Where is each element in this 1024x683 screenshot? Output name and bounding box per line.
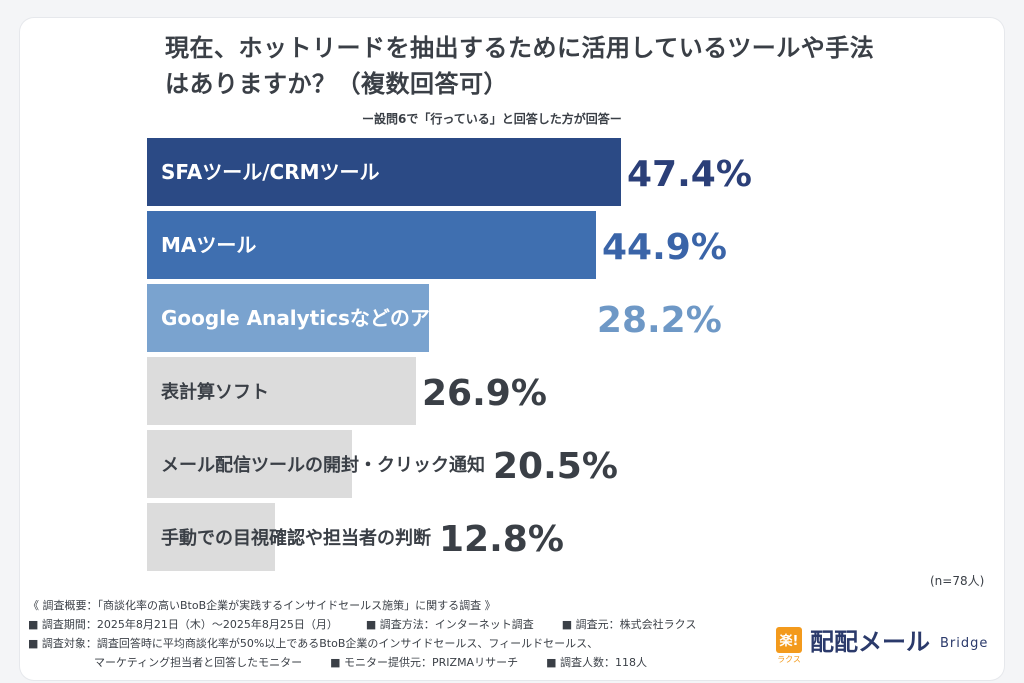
- brand-suffix: Bridge: [940, 636, 989, 651]
- footer-target: ■ 調査対象：調査回答時に平均商談化率が50%以上であるBtoB企業のインサイド…: [28, 637, 599, 650]
- bar-label-2: Google Analyticsなどのアクセス解析ツール: [161, 306, 589, 330]
- footer-period: ■ 調査期間：2025年8月21日（木）〜2025年8月25日（月）: [28, 618, 338, 631]
- bar-label-4: メール配信ツールの開封・クリック通知: [161, 454, 485, 476]
- footer-provider: ■ モニター提供元：PRIZMAリサーチ: [330, 656, 519, 669]
- chart-title: 現在、ホットリードを抽出するために活用しているツールや手法はありますか？（複数回…: [165, 34, 875, 98]
- bar-label-0: SFAツール/CRMツール: [161, 160, 380, 184]
- brand-mark-sub: ラクス: [777, 654, 801, 664]
- bar-label-5: 手動での目視確認や担当者の判断: [161, 527, 431, 549]
- footer-summary: 《 調査概要：「商談化率の高いBtoB企業が実践するインサイドセールス施策」に関…: [28, 599, 496, 612]
- value-label-5: 12.8%: [439, 519, 564, 560]
- bar-label-1: MAツール: [161, 233, 256, 257]
- bar-label-3: 表計算ソフト: [161, 381, 269, 403]
- brand-mark-icon: 楽!: [776, 626, 802, 653]
- bar-1: [147, 211, 596, 279]
- footer-count: ■ 調査人数：118人: [546, 656, 647, 669]
- bar-2: [147, 284, 429, 352]
- bar-4: [147, 430, 352, 498]
- value-label-3: 26.9%: [422, 373, 547, 414]
- footer-source: ■ 調査元：株式会社ラクス: [561, 618, 697, 631]
- bar-0: [147, 138, 621, 206]
- bar-3: [147, 357, 416, 425]
- brand-name: 配配メール: [810, 628, 930, 656]
- survey-footer: 《 調査概要：「商談化率の高いBtoB企業が実践するインサイドセールス施策」に関…: [28, 596, 724, 672]
- brand-logo: 楽! ラクス 配配メール Bridge: [776, 622, 989, 664]
- footer-method: ■ 調査方法：インターネット調査: [365, 618, 534, 631]
- sample-size-label: (n=78人): [930, 574, 985, 588]
- footer-target-cont: マーケティング担当者と回答したモニター: [94, 656, 303, 669]
- chart-subtitle: ー設問6で「行っている」と回答した方が回答ー: [362, 112, 622, 126]
- value-label-4: 20.5%: [493, 446, 618, 487]
- value-label-2: 28.2%: [597, 300, 722, 341]
- value-label-1: 44.9%: [602, 227, 727, 268]
- value-label-0: 47.4%: [627, 154, 752, 195]
- bar-5: [147, 503, 275, 571]
